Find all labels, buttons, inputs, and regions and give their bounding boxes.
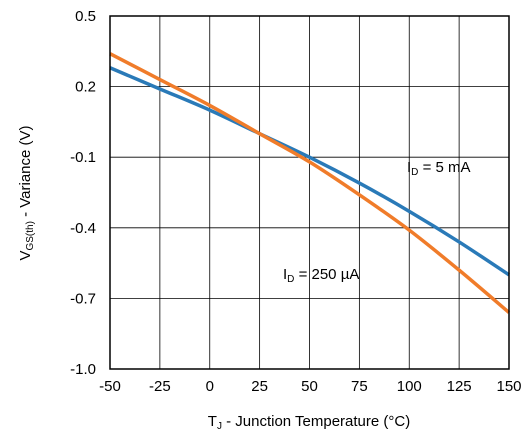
x-tick-label: 125	[447, 378, 472, 395]
y-tick-label: -0.7	[70, 290, 96, 307]
x-tick-labels: -50 -25 0 25 50 75 100 125 150	[99, 378, 521, 395]
x-tick-label: 150	[496, 378, 521, 395]
x-tick-label: 25	[251, 378, 268, 395]
series-label-250ua: ID = 250 µA	[283, 266, 359, 285]
y-tick-label: 0.2	[75, 79, 96, 96]
y-tick-label: -0.1	[70, 149, 96, 166]
x-tick-label: -25	[149, 378, 171, 395]
series-label-5ma: ID = 5 mA	[407, 159, 471, 178]
x-tick-label: -50	[99, 378, 121, 395]
x-axis-title: TJ - Junction Temperature (°C)	[208, 413, 410, 432]
y-tick-label: 0.5	[75, 8, 96, 25]
grid	[109, 15, 510, 370]
y-tick-label: -0.4	[70, 220, 96, 237]
y-axis-title: VGS(th) - Variance (V)	[17, 125, 36, 260]
plot-frame	[109, 15, 510, 370]
y-tick-labels: 0.5 0.2 -0.1 -0.4 -0.7 -1.0	[70, 8, 96, 378]
series-line-5ma	[109, 66, 510, 277]
x-tick-label: 75	[351, 378, 368, 395]
series-layer	[109, 52, 511, 314]
series-line-250ua	[109, 52, 511, 314]
x-tick-label: 0	[206, 378, 214, 395]
x-tick-label: 50	[301, 378, 318, 395]
x-tick-label: 100	[397, 378, 422, 395]
y-tick-label: -1.0	[70, 361, 96, 378]
